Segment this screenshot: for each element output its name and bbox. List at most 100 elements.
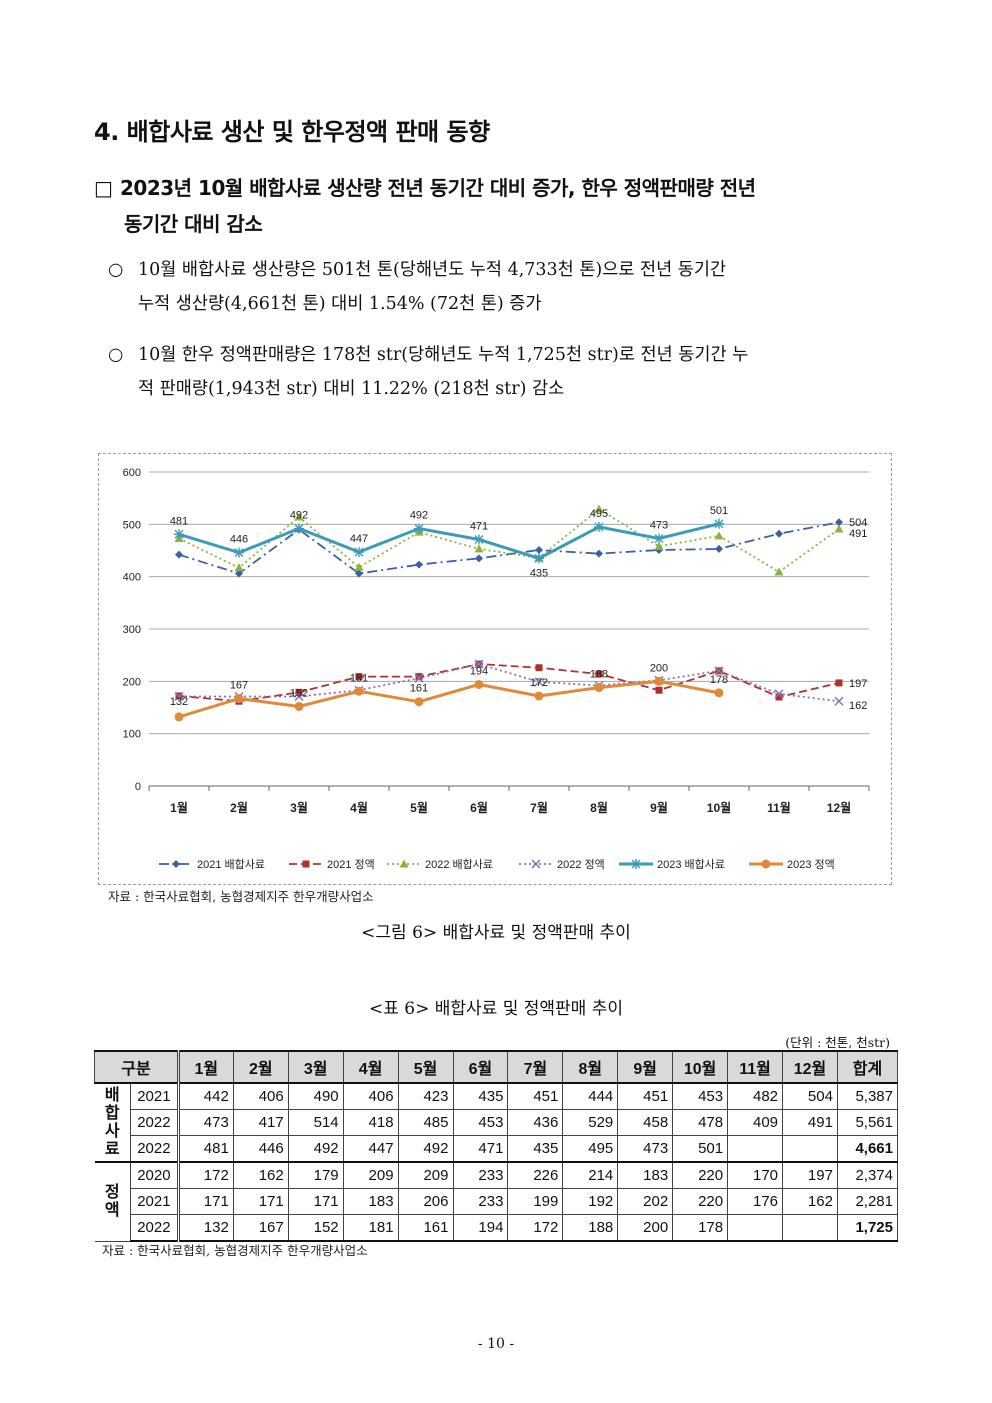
x-tick-label: 3월 <box>290 800 308 815</box>
table-cell: 453 <box>672 1082 729 1110</box>
page-number: - 10 - <box>477 1336 515 1352</box>
table-cell: 183 <box>617 1161 674 1189</box>
data-point <box>234 563 244 572</box>
table-header-cell: 합계 <box>836 1050 899 1084</box>
data-point <box>714 518 724 529</box>
data-point <box>775 529 783 538</box>
x-tick-label: 6월 <box>470 800 488 815</box>
data-label: 197 <box>849 678 867 690</box>
legend-label: 2023 배합사료 <box>657 858 725 871</box>
table-cell: 436 <box>507 1109 564 1136</box>
table-total-cell: 2,281 <box>836 1188 899 1215</box>
table-cell: 167 <box>232 1214 289 1242</box>
data-point <box>175 550 183 559</box>
data-label: 161 <box>410 683 428 695</box>
data-point <box>475 554 483 563</box>
data-point <box>835 679 843 687</box>
data-point <box>414 697 424 707</box>
legend-label: 2021 배합사료 <box>197 858 265 871</box>
series-line <box>178 663 840 703</box>
checkbox-icon: □ <box>94 176 113 200</box>
table-cell: 188 <box>562 1214 619 1242</box>
data-label: 152 <box>290 687 308 699</box>
data-point <box>415 560 423 569</box>
table-cell: 501 <box>672 1135 729 1163</box>
bullet-semen-line1: 10월 한우 정액판매량은 178천 str(당해년도 누적 1,725천 st… <box>138 345 749 365</box>
data-label: 501 <box>710 505 728 517</box>
table-caption: <표 6> 배합사료 및 정액판매 추이 <box>368 999 623 1019</box>
data-label: 162 <box>849 700 867 712</box>
data-point <box>654 541 664 550</box>
data-label: 491 <box>849 528 867 540</box>
table-cell: 447 <box>342 1135 399 1163</box>
table-cell: 183 <box>342 1188 399 1215</box>
table-row: 배 합 사 료 2021 442 406 490 406 423 435 451 444 451 453 48… <box>94 1082 899 1163</box>
table-header-cell: 10월 <box>672 1050 729 1084</box>
data-label: 504 <box>849 517 867 529</box>
table-cell: 199 <box>507 1188 564 1215</box>
legend-label: 2023 정액 <box>787 858 835 871</box>
data-label: 435 <box>530 567 548 579</box>
table-header-cell: 5월 <box>397 1050 454 1084</box>
table-cell: 495 <box>562 1135 619 1163</box>
data-point <box>595 670 603 678</box>
table-cell: 233 <box>452 1161 509 1189</box>
data-label: 471 <box>470 521 488 533</box>
table-cell: 442 <box>177 1082 234 1110</box>
y-tick-label: 600 <box>123 467 141 479</box>
legend-marker <box>399 859 409 868</box>
table-year-cell: 2020 <box>129 1161 180 1189</box>
x-tick-label: 5월 <box>410 800 428 815</box>
x-tick-label: 7월 <box>530 800 548 815</box>
data-point <box>534 677 544 687</box>
table-cell: 473 <box>617 1135 674 1163</box>
legend-marker <box>761 859 771 869</box>
table-cell: 478 <box>672 1109 729 1136</box>
table-cell: 194 <box>452 1214 509 1242</box>
data-label: 447 <box>350 533 368 545</box>
table-cell: 458 <box>617 1109 674 1136</box>
bullet-feed: ○ 10월 배합사료 생산량은 501천 톤(당해년도 누적 4,733천 톤)으… <box>108 253 900 321</box>
legend-label: 2022 배합사료 <box>425 858 493 871</box>
y-tick-label: 400 <box>123 572 141 584</box>
table-cell: 132 <box>177 1214 234 1242</box>
data-point <box>774 689 784 699</box>
table-cell: 214 <box>562 1161 619 1189</box>
data-point <box>294 701 304 711</box>
table-cell <box>782 1214 838 1242</box>
data-label: 188 <box>590 669 608 681</box>
data-point <box>354 686 364 696</box>
table-cell: 202 <box>617 1188 674 1215</box>
data-point <box>534 691 544 701</box>
table-cell: 171 <box>232 1188 289 1215</box>
legend-marker <box>531 859 541 869</box>
table-cell: 451 <box>507 1082 564 1110</box>
headline-line1: 2023년 10월 배합사료 생산량 전년 동기간 대비 증가, 한우 정액판매… <box>120 176 756 200</box>
table-row: 2022 473 417 514 418 485 453 436 529 458 478 409 491… <box>95 1109 899 1136</box>
table-cell: 226 <box>507 1161 564 1189</box>
table-cell: 176 <box>727 1188 784 1215</box>
table-cell: 481 <box>177 1135 234 1163</box>
table-cell: 172 <box>507 1214 564 1242</box>
data-point <box>295 688 303 696</box>
bullet-feed-line1: 10월 배합사료 생산량은 501천 톤(당해년도 누적 4,733천 톤)으로… <box>138 260 727 280</box>
table-year-cell: 2022 <box>129 1135 180 1163</box>
y-tick-label: 100 <box>123 729 141 741</box>
data-point <box>474 679 484 689</box>
bullet-feed-line2: 누적 생산량(4,661천 톤) 대비 1.54% (72천 톤) 증가 <box>138 294 542 314</box>
data-point <box>534 553 544 564</box>
x-tick-label: 1월 <box>170 800 188 815</box>
data-point <box>714 666 724 676</box>
table-year-cell: 2022 <box>129 1109 180 1136</box>
series-line <box>178 522 720 560</box>
table-cell <box>727 1135 784 1163</box>
data-label: 181 <box>350 672 368 684</box>
table-header-cell: 12월 <box>782 1050 838 1084</box>
table-row: 2022 132 167 152 181 161 194 172 188 200 178 1,725 <box>95 1214 899 1242</box>
data-label: 492 <box>410 510 428 522</box>
table-unit: (단위 : 천톤, 천str) <box>785 1035 890 1050</box>
data-point <box>595 549 603 558</box>
bullet-semen-line2: 적 판매량(1,943천 str) 대비 11.22% (218천 str) 감… <box>138 379 565 399</box>
section-title: 4. 배합사료 생산 및 한우정액 판매 동향 <box>94 118 490 146</box>
data-point <box>174 529 184 540</box>
